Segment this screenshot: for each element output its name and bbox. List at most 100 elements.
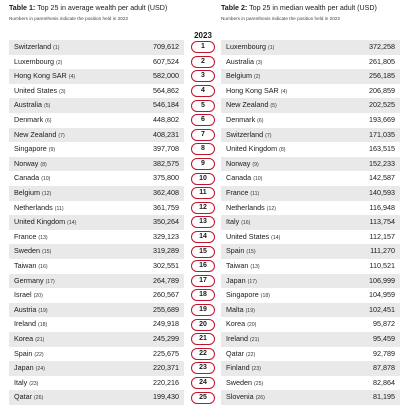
wealth-value: 171,035 — [369, 129, 395, 139]
wealth-value: 110,521 — [369, 261, 395, 270]
median-wealth-cell: Switzerland (7) 171,035 — [221, 127, 400, 144]
country-name: Switzerland (7) — [226, 128, 272, 144]
previous-position: (18) — [260, 293, 271, 300]
wealth-value: 95,872 — [373, 319, 395, 329]
previous-position: (26) — [33, 395, 44, 402]
country-name: Norway (9) — [226, 157, 259, 173]
previous-position: (16) — [38, 264, 48, 270]
previous-position: (12) — [41, 191, 52, 197]
previous-position: (14) — [271, 234, 281, 241]
table-row: Ireland (18) 249,918 20 Korea (20) 95,872 — [0, 317, 406, 332]
rank-badge: 4 — [191, 85, 215, 98]
country-label: United Kingdom — [226, 144, 278, 154]
country-label: Denmark — [14, 115, 44, 124]
median-wealth-cell: Netherlands (12) 116,948 — [221, 201, 400, 216]
rank-badge: 9 — [191, 158, 215, 171]
rank-badge: 15 — [191, 245, 215, 258]
country-label: Hong Kong SAR — [226, 85, 279, 95]
median-wealth-cell: Japan (17) 106,999 — [221, 273, 400, 290]
wealth-value: 372,258 — [369, 42, 395, 51]
country-label: Canada — [14, 173, 40, 183]
table-row: Qatar (26) 199,430 25 Slovenia (26) 81,195 — [0, 390, 406, 405]
median-wealth-cell: Belgium (2) 256,185 — [221, 69, 400, 84]
wealth-value: 329,123 — [153, 231, 179, 241]
country-name: United States (14) — [226, 230, 280, 246]
country-name: Japan (17) — [226, 274, 257, 290]
average-wealth-cell: Sweden (15) 319,289 — [9, 244, 184, 259]
average-wealth-cell: Israel (20) 260,567 — [9, 288, 184, 303]
wealth-value: 607,524 — [153, 56, 179, 66]
median-wealth-cell: Australia (3) 261,805 — [221, 55, 400, 70]
median-wealth-cell: Sweden (25) 82,864 — [221, 376, 400, 391]
wealth-value: 81,195 — [373, 392, 395, 402]
country-name: Hong Kong SAR (4) — [14, 69, 75, 85]
wealth-value: 255,689 — [153, 304, 179, 314]
country-name: Singapore (18) — [226, 288, 270, 304]
previous-position: (13) — [38, 234, 48, 241]
country-name: Canada (10) — [226, 171, 262, 187]
table-row: Canada (10) 375,800 10 Canada (10) 142,587 — [0, 171, 406, 186]
wealth-value: 199,430 — [153, 392, 179, 402]
table-row: Switzerland (1) 709,612 1 Luxembourg (1) 372… — [0, 40, 406, 55]
previous-position: (7) — [265, 132, 272, 139]
table-row: Germany (17) 264,789 17 Japan (17) 106,999 — [0, 273, 406, 290]
previous-position: (19) — [245, 307, 255, 314]
previous-position: (20) — [247, 322, 257, 329]
wealth-value: 140,593 — [369, 188, 395, 197]
country-label: Italy — [14, 377, 28, 387]
average-wealth-cell: Ireland (18) 249,918 — [9, 317, 184, 332]
wealth-value: 102,451 — [369, 304, 395, 314]
previous-position: (1) — [267, 45, 275, 51]
country-label: Spain — [226, 246, 245, 256]
country-label: Ireland — [14, 319, 36, 329]
table-row: Japan (24) 220,371 23 Finland (23) 87,878 — [0, 361, 406, 376]
table-row: United States (3) 564,862 4 Hong Kong SAR (… — [0, 84, 406, 99]
country-name: Australia (3) — [226, 55, 262, 71]
average-wealth-cell: United Kingdom (14) 350,264 — [9, 215, 184, 230]
country-label: Qatar — [14, 392, 32, 402]
table-row: Singapore (9) 397,708 8 United Kingdom (8) 1… — [0, 142, 406, 157]
median-wealth-cell: Ireland (21) 95,459 — [221, 332, 400, 347]
country-name: Spain (15) — [226, 244, 256, 260]
country-name: Korea (20) — [226, 317, 256, 333]
country-label: Australia — [14, 100, 42, 110]
country-name: Taiwan (16) — [14, 259, 48, 275]
wealth-value: 225,675 — [153, 348, 179, 358]
table-row: Hong Kong SAR (4) 582,000 3 Belgium (2) 256,… — [0, 69, 406, 84]
rank-badge: 10 — [191, 172, 215, 185]
previous-position: (1) — [53, 45, 60, 51]
wealth-value: 350,264 — [153, 217, 179, 227]
rank-badge: 6 — [191, 114, 215, 127]
wealth-value: 113,754 — [369, 217, 395, 227]
country-name: United States (3) — [14, 84, 66, 100]
wealth-value: 220,216 — [153, 377, 179, 387]
average-wealth-cell: United States (3) 564,862 — [9, 84, 184, 99]
country-name: Taiwan (13) — [226, 259, 260, 275]
country-label: Norway — [226, 158, 251, 168]
average-wealth-cell: France (13) 329,123 — [9, 230, 184, 245]
wealth-value: 256,185 — [369, 71, 395, 81]
previous-position: (8) — [279, 147, 286, 154]
previous-position: (18) — [37, 322, 48, 329]
country-label: Japan — [226, 275, 246, 285]
country-label: Spain — [14, 348, 33, 358]
country-name: Denmark (6) — [226, 113, 264, 129]
wealth-value: 92,789 — [373, 348, 395, 358]
previous-position: (17) — [247, 278, 257, 285]
wealth-value: 206,859 — [369, 85, 395, 95]
wealth-value: 111,270 — [370, 246, 395, 256]
wealth-value: 95,459 — [373, 334, 395, 343]
previous-position: (4) — [68, 74, 76, 81]
previous-position: (17) — [45, 278, 55, 285]
median-wealth-cell: Hong Kong SAR (4) 206,859 — [221, 84, 400, 99]
table-row: Sweden (15) 319,289 15 Spain (15) 111,270 — [0, 244, 406, 259]
country-label: New Zealand — [226, 100, 269, 110]
rank-badge: 25 — [191, 391, 215, 404]
previous-position: (10) — [41, 176, 51, 183]
country-name: Netherlands (12) — [226, 201, 276, 217]
table-titles: Table 1: Top 25 in average wealth per ad… — [0, 3, 406, 29]
previous-position: (9) — [48, 147, 56, 154]
table-2-header: Table 2: Top 25 in median wealth per adu… — [221, 3, 406, 22]
previous-position: (4) — [280, 88, 288, 95]
wealth-value: 582,000 — [153, 71, 179, 81]
